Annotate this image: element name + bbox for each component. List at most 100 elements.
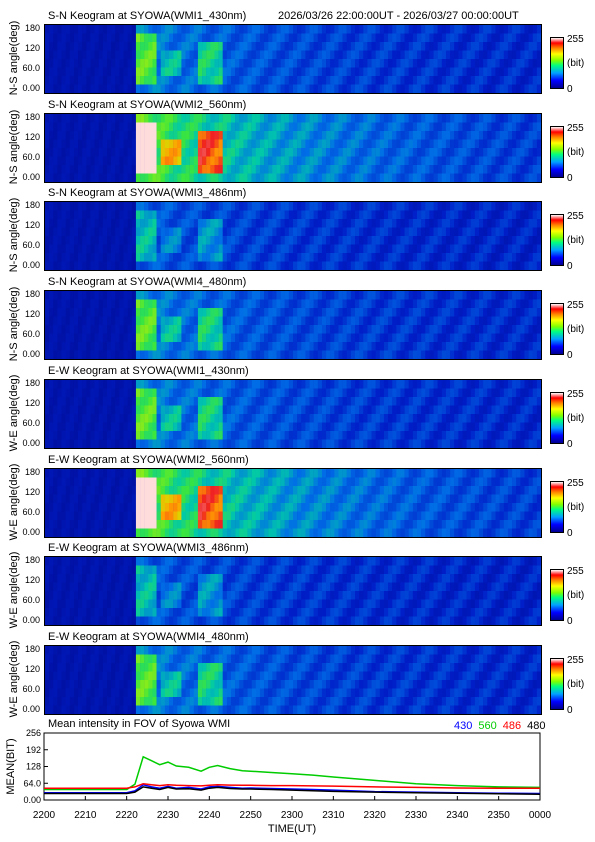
keogram-3-title: S-N Keogram at SYOWA(WMI3_486nm) xyxy=(48,187,247,200)
keogram-5-colorbar-unit: (bit) xyxy=(567,412,585,424)
keogram-8-ytick: 180 xyxy=(24,643,40,654)
keogram-4-ytick: 120 xyxy=(24,309,40,320)
keogram-2-colorbar-max: 255 xyxy=(567,122,584,134)
chart-title: Mean intensity in FOV of Syowa WMI xyxy=(48,718,231,730)
keogram-2-title: S-N Keogram at SYOWA(WMI2_560nm) xyxy=(48,98,247,111)
keogram-4-colorbar-unit: (bit) xyxy=(567,324,585,336)
keogram-3-colorbar-unit: (bit) xyxy=(567,235,585,247)
series-line-486 xyxy=(44,783,540,789)
keogram-2-ytick: 60.0 xyxy=(22,151,40,162)
keogram-8-ytick: 60.0 xyxy=(22,683,40,694)
keogram-3-ytick: 60.0 xyxy=(22,240,40,251)
keogram-5-ytick: 120 xyxy=(24,397,40,408)
keogram-8-colorbar-unit: (bit) xyxy=(567,678,585,690)
chart-ytick-label: 256 xyxy=(26,728,41,738)
chart-xtick-label: 0000 xyxy=(529,810,552,821)
chart-ylabel: MEAN(BIT) xyxy=(5,738,17,794)
chart-ytick-label: 128 xyxy=(26,762,41,772)
keogram-1-colorbar-min: 0 xyxy=(567,84,573,95)
keogram-6-ytick: 120 xyxy=(24,486,40,497)
keogram-7-ytick: 0.00 xyxy=(22,615,40,626)
keogram-8-colorbar xyxy=(550,657,564,710)
keogram-8-ytick: 0.00 xyxy=(22,703,40,714)
keogram-2-colorbar-unit: (bit) xyxy=(567,146,585,158)
series-line-480 xyxy=(44,786,541,795)
keogram-4-ytick: 180 xyxy=(24,289,40,300)
keogram-6-colorbar xyxy=(550,480,564,533)
chart-xtick-label: 2330 xyxy=(405,810,428,821)
keogram-1-image xyxy=(44,24,542,94)
keogram-2-colorbar xyxy=(550,125,564,178)
mean-intensity-chart: 256 192 128 64.0 0.00 2200 2210 2220 2230 2240 225… xyxy=(5,728,552,835)
keogram-6-title: E-W Keogram at SYOWA(WMI2_560nm) xyxy=(48,453,249,466)
keogram-6-colorbar-unit: (bit) xyxy=(567,501,585,513)
chart-legend: 430 560 486 480 xyxy=(448,720,545,732)
keogram-1-colorbar xyxy=(550,37,564,89)
chart-ytick-label: 0.00 xyxy=(23,795,41,805)
keogram-7-colorbar-unit: (bit) xyxy=(567,590,585,602)
chart-xtick-label: 2320 xyxy=(364,810,387,821)
chart-xtick-label: 2240 xyxy=(198,810,221,821)
keogram-1-colorbar-unit: (bit) xyxy=(567,58,585,69)
chart-xtick-label: 2340 xyxy=(446,810,469,821)
keogram-3-ytick: 180 xyxy=(24,200,40,211)
keogram-4-colorbar-min: 0 xyxy=(567,350,573,362)
keogram-3-ytick: 0.00 xyxy=(22,260,40,271)
keogram-3-ytick: 120 xyxy=(24,220,40,231)
keogram-2-ytick: 120 xyxy=(24,131,40,142)
keogram-2-image xyxy=(44,112,542,183)
keogram-3-colorbar-min: 0 xyxy=(567,261,573,273)
keogram-3-image xyxy=(44,201,542,272)
keogram-2-ytick: 0.00 xyxy=(22,171,40,182)
keogram-3-colorbar-max: 255 xyxy=(567,211,584,223)
chart-ytick-label: 64.0 xyxy=(23,778,41,788)
keogram-8-image xyxy=(44,644,542,715)
keogram-5-ytick: 60.0 xyxy=(22,417,40,428)
keogram-7-colorbar-max: 255 xyxy=(567,566,584,578)
keogram-7-colorbar xyxy=(550,569,564,622)
legend-560: 560 xyxy=(478,720,497,732)
keogram-6-colorbar-min: 0 xyxy=(567,527,573,539)
keogram-6-ytick: 180 xyxy=(24,466,40,477)
chart-xtick-label: 2210 xyxy=(74,810,97,821)
keogram-8-colorbar-min: 0 xyxy=(567,704,573,716)
keogram-7-colorbar-min: 0 xyxy=(567,616,573,628)
keogram-4-ytick: 60.0 xyxy=(22,329,40,340)
series-line-560 xyxy=(44,755,541,791)
chart-xtick-label: 2230 xyxy=(157,810,180,821)
keogram-4-title: S-N Keogram at SYOWA(WMI4_480nm) xyxy=(48,276,247,289)
keogram-7-ytick: 180 xyxy=(24,555,40,566)
keogram-5-colorbar-min: 0 xyxy=(567,438,573,450)
keogram-3-colorbar xyxy=(550,214,564,267)
keogram-4-image xyxy=(44,290,542,361)
keogram-7-title: E-W Keogram at SYOWA(WMI3_486nm) xyxy=(48,542,249,555)
keogram-5-title: E-W Keogram at SYOWA(WMI1_430nm) xyxy=(48,364,249,377)
keogram-5-image xyxy=(44,378,542,449)
keogram-7-ytick: 120 xyxy=(24,575,40,586)
chart-xtick-label: 2250 xyxy=(240,810,263,821)
keogram-6-ytick: 0.00 xyxy=(22,526,40,537)
keogram-1-title: S-N Keogram at SYOWA(WMI1_430nm) xyxy=(48,10,247,22)
keogram-6-colorbar-max: 255 xyxy=(567,477,584,489)
chart-xtick-label: 2310 xyxy=(322,810,345,821)
time-range: 2026/03/26 22:00:00UT - 2026/03/27 00:00… xyxy=(278,10,519,22)
keogram-1-ytick: 60.0 xyxy=(22,63,40,73)
keogram-5-ytick: 0.00 xyxy=(22,437,40,448)
keogram-2-colorbar-min: 0 xyxy=(567,172,573,184)
keogram-6-ytick: 60.0 xyxy=(22,506,40,517)
chart-xtick-label: 2200 xyxy=(33,810,56,821)
keogram-8-colorbar-max: 255 xyxy=(567,654,584,666)
keogram-2-ytick: 180 xyxy=(24,111,40,122)
chart-xtick-label: 2300 xyxy=(281,810,304,821)
keogram-8-title: E-W Keogram at SYOWA(WMI4_480nm) xyxy=(48,630,249,643)
chart-xtick-label: 2350 xyxy=(488,810,511,821)
chart-xlabel: TIME(UT) xyxy=(268,823,316,835)
keogram-7-ytick: 60.0 xyxy=(22,595,40,606)
keogram-4-ytick: 0.00 xyxy=(22,349,40,360)
keogram-5-ytick: 180 xyxy=(24,377,40,388)
legend-430: 430 xyxy=(454,720,473,732)
keogram-1-ytick: 120 xyxy=(24,43,40,53)
keogram-6-image xyxy=(44,467,542,538)
legend-480: 480 xyxy=(527,720,546,732)
keogram-1-ytick: 0.00 xyxy=(22,83,40,93)
